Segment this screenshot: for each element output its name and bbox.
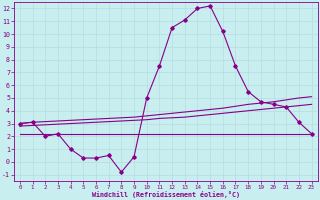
X-axis label: Windchill (Refroidissement éolien,°C): Windchill (Refroidissement éolien,°C) xyxy=(92,191,240,198)
